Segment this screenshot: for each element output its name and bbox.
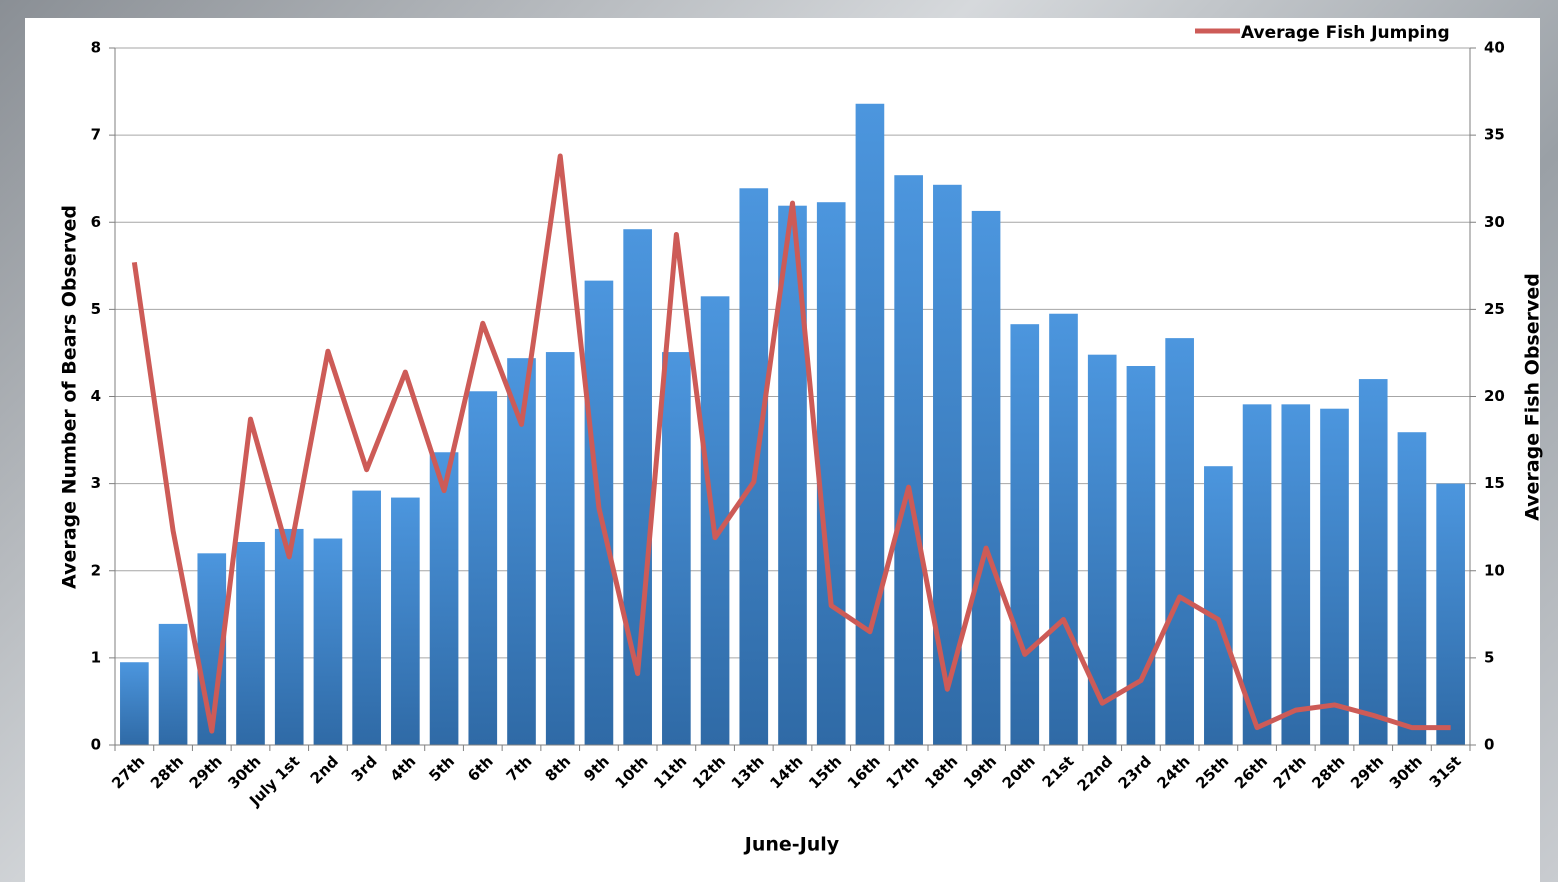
bar [391, 498, 420, 745]
bar [236, 542, 265, 745]
y-axis-title: Average Number of Bears Observed [59, 205, 81, 589]
y2-tick-label: 40 [1484, 39, 1505, 57]
bar [120, 662, 149, 745]
x-axis-title: June-July [743, 834, 840, 856]
bar [972, 211, 1001, 745]
bar [430, 452, 459, 745]
y2-tick-label: 10 [1484, 561, 1505, 579]
y-tick-label: 2 [91, 561, 101, 579]
bar [817, 202, 846, 745]
y-tick-label: 4 [91, 387, 101, 405]
bar [1204, 466, 1233, 745]
y-tick-label: 3 [91, 474, 101, 492]
bar [1281, 404, 1310, 745]
bar [275, 529, 304, 745]
y2-tick-label: 30 [1484, 213, 1505, 231]
bar [1436, 484, 1465, 745]
y-tick-label: 6 [91, 213, 101, 231]
legend-label: Average Fish Jumping [1241, 23, 1450, 43]
bar [546, 352, 575, 745]
bar [1359, 379, 1388, 745]
bar [1049, 314, 1078, 745]
bar [1398, 432, 1427, 745]
y2-tick-label: 0 [1484, 736, 1494, 754]
bar [159, 624, 188, 745]
y-tick-label: 0 [91, 736, 101, 754]
bar [1010, 324, 1039, 745]
y2-tick-label: 5 [1484, 648, 1494, 666]
y2-tick-label: 35 [1484, 126, 1505, 144]
page: {"chart_data": {"type": "bar-line", "xla… [0, 0, 1558, 882]
bar [314, 539, 343, 745]
bar [662, 352, 691, 745]
y-tick-label: 1 [91, 648, 101, 666]
bar [1165, 338, 1194, 745]
y2-tick-label: 15 [1484, 474, 1505, 492]
bar [894, 175, 923, 745]
y-tick-label: 5 [91, 300, 101, 318]
bar [1320, 409, 1349, 745]
bar [856, 104, 885, 745]
bar [352, 491, 381, 745]
y-tick-label: 8 [91, 39, 101, 57]
bar [468, 391, 497, 745]
y-tick-label: 7 [91, 126, 101, 144]
y2-axis-title: Average Fish Observed [1522, 273, 1544, 521]
chart: June-July Average Number of Bears Observ… [0, 0, 1558, 882]
y2-tick-label: 20 [1484, 387, 1505, 405]
y2-tick-label: 25 [1484, 300, 1505, 318]
